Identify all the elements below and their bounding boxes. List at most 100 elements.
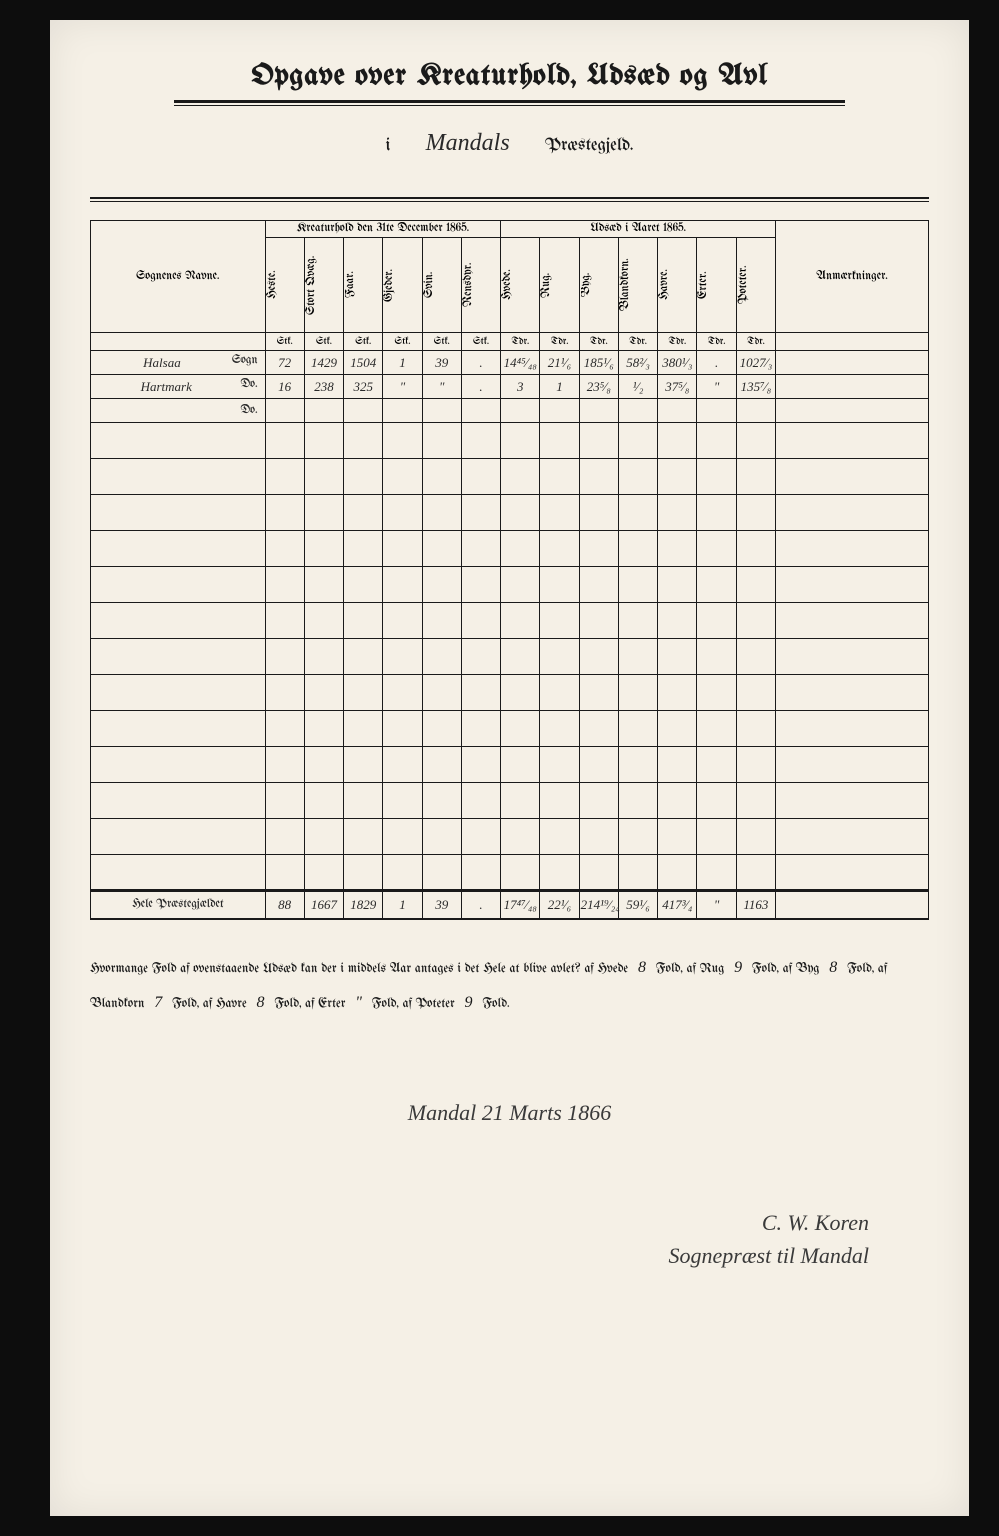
empty-cell [344, 459, 383, 495]
empty-cell [91, 459, 266, 495]
empty-cell [540, 747, 579, 783]
empty-cell [579, 603, 618, 639]
empty-cell [422, 855, 461, 891]
signature-title: Sognepræst til Mandal [90, 1239, 869, 1272]
empty-cell [501, 711, 540, 747]
empty-cell [344, 819, 383, 855]
empty-cell [422, 819, 461, 855]
empty-cell [265, 423, 304, 459]
total-cell: 417³⁄₄ [658, 891, 697, 919]
empty-cell [697, 567, 736, 603]
empty-cell [540, 855, 579, 891]
empty-cell [501, 639, 540, 675]
col-header-sowing: Erter. [697, 238, 736, 333]
empty-cell [461, 531, 500, 567]
empty-cell [422, 423, 461, 459]
data-cell: " [422, 375, 461, 399]
unit-cell: Stk. [344, 333, 383, 351]
empty-cell [422, 675, 461, 711]
empty-cell [344, 531, 383, 567]
empty-cell [461, 567, 500, 603]
data-cell: 380¹⁄₃ [658, 351, 697, 375]
empty-cell [265, 531, 304, 567]
empty-cell [776, 747, 929, 783]
col-header-livestock: Faar. [344, 238, 383, 333]
empty-cell [579, 459, 618, 495]
empty-cell [618, 747, 657, 783]
empty-cell [501, 675, 540, 711]
empty-cell [304, 423, 343, 459]
unit-cell: Tdr. [618, 333, 657, 351]
col-header-sowing: Blandkorn. [618, 238, 657, 333]
empty-cell [697, 459, 736, 495]
empty-cell [344, 603, 383, 639]
empty-cell [304, 567, 343, 603]
row-parish-name: Do. [91, 399, 266, 423]
total-cell: 88 [265, 891, 304, 919]
empty-cell [461, 639, 500, 675]
empty-cell [697, 603, 736, 639]
unit-cell: Tdr. [736, 333, 775, 351]
row-parish-name: HalsaaSogn [91, 351, 266, 375]
empty-cell [383, 423, 422, 459]
total-cell: 39 [422, 891, 461, 919]
empty-cell [697, 819, 736, 855]
empty-cell [776, 459, 929, 495]
col-group-livestock: Kreaturhold den 31te December 1865. [265, 221, 501, 238]
empty-cell [383, 459, 422, 495]
empty-cell [304, 495, 343, 531]
empty-cell [344, 747, 383, 783]
col-header-livestock: Stort Qvæg. [304, 238, 343, 333]
data-cell [736, 399, 775, 423]
empty-cell [618, 567, 657, 603]
data-cell: 37⁵⁄₈ [658, 375, 697, 399]
data-cell: " [383, 375, 422, 399]
empty-cell [344, 783, 383, 819]
yield-paragraph: Hvormange Fold af ovenstaaende Udsæd kan… [90, 950, 929, 1020]
empty-cell [91, 423, 266, 459]
col-header-livestock: Rensdyr. [461, 238, 500, 333]
empty-cell [697, 855, 736, 891]
empty-cell [658, 711, 697, 747]
unit-cell-blank [91, 333, 266, 351]
empty-cell [736, 855, 775, 891]
empty-cell [579, 819, 618, 855]
empty-cell [422, 531, 461, 567]
data-cell [344, 399, 383, 423]
data-cell: 39 [422, 351, 461, 375]
unit-cell: Stk. [265, 333, 304, 351]
parish-prefix: i [385, 136, 390, 155]
empty-cell [91, 675, 266, 711]
data-cell: 1027⁄₃ [736, 351, 775, 375]
empty-cell [344, 423, 383, 459]
data-cell [265, 399, 304, 423]
empty-cell [618, 423, 657, 459]
empty-cell [776, 855, 929, 891]
empty-cell [540, 603, 579, 639]
empty-cell [383, 567, 422, 603]
empty-cell [697, 495, 736, 531]
census-table: Sognenes Navne. Kreaturhold den 31te Dec… [90, 220, 929, 920]
empty-cell [91, 819, 266, 855]
empty-cell [304, 639, 343, 675]
empty-cell [501, 855, 540, 891]
empty-cell [383, 855, 422, 891]
page-scan-frame: Opgave over Kreaturhold, Udsæd og Avl i … [0, 0, 999, 1536]
data-cell: 16 [265, 375, 304, 399]
empty-cell [540, 423, 579, 459]
col-header-sowing: Hvede. [501, 238, 540, 333]
total-cell: 1163 [736, 891, 775, 919]
total-cell: . [461, 891, 500, 919]
col-header-sowing: Havre. [658, 238, 697, 333]
data-cell [540, 399, 579, 423]
empty-cell [422, 459, 461, 495]
data-cell: 1 [383, 351, 422, 375]
empty-cell [618, 711, 657, 747]
empty-cell [344, 495, 383, 531]
empty-cell [540, 819, 579, 855]
empty-cell [618, 495, 657, 531]
document-paper: Opgave over Kreaturhold, Udsæd og Avl i … [50, 20, 969, 1516]
col-header-sowing: Rug. [540, 238, 579, 333]
empty-cell [383, 495, 422, 531]
empty-cell [383, 531, 422, 567]
